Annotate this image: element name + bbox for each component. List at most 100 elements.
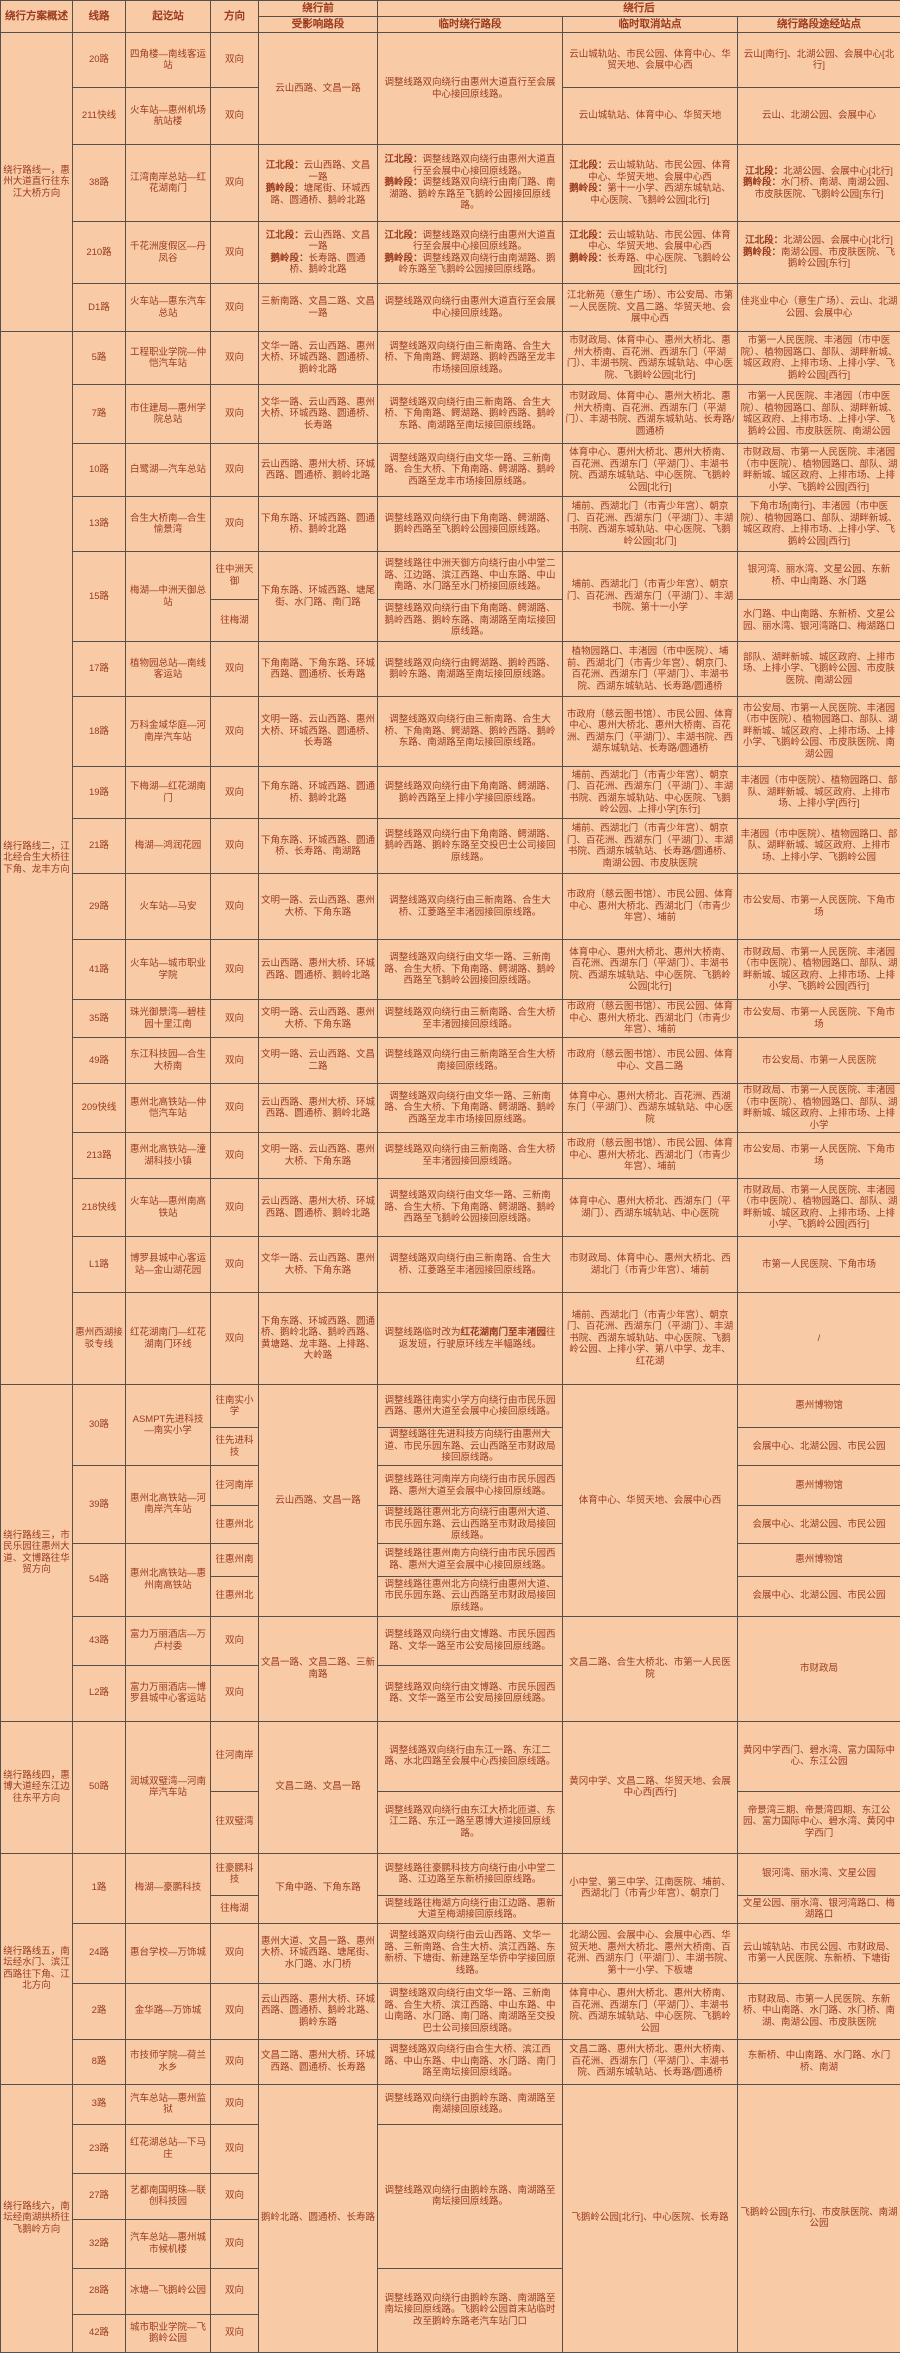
cancelled-stops: 体育中心、惠州大桥北、惠州大桥南、百花洲、西湖东门（平湖门）、丰湖书院、西湖东城…: [563, 940, 738, 1000]
direction: 往惠州南: [211, 1543, 259, 1576]
affected-roads: 下角东路、环城西路、塘尾街、水门路、南门路: [259, 552, 378, 642]
direction: 往梅湖: [211, 1895, 259, 1923]
group-label: 绕行路线五，南坛经水门、滨江西路往下角、江北方向: [1, 1853, 73, 2084]
detour-route: 调整线路往先进科技方向绕行由惠州大道、市民乐园东路、云山西路至市财政局接回原线路…: [378, 1428, 563, 1466]
route-terminals: 市住建局—惠州学院总站: [126, 385, 211, 444]
cancelled-stops: 市财政局、体育中心、惠州大桥北、惠州大桥南、百花洲、西湖东门（平湖门）、丰湖书院…: [563, 385, 738, 444]
route-number: 13路: [73, 497, 126, 552]
route-terminals: 梅湖—豪鹏科技: [126, 1853, 211, 1923]
route-terminals: 江湾南岸总站—红花湖南门: [126, 145, 211, 222]
route-number: 20路: [73, 33, 126, 88]
route-number: 2路: [73, 1983, 126, 2039]
header-before: 绕行前: [259, 1, 378, 17]
route-terminals: 火车站—惠州机场航站楼: [126, 88, 211, 145]
route-number: 210路: [73, 222, 126, 284]
route-number: 21路: [73, 819, 126, 874]
route-terminals: 红花湖总站—下马庄: [126, 2124, 211, 2173]
detour-route: 调整线路往惠州南方向绕行由市民乐园西路、惠州大道至会展中心接回原线路。: [378, 1543, 563, 1576]
detour-route: 调整线路双向绕行由三新南路、合生大桥至丰渚园接回原线路。: [378, 1133, 563, 1179]
via-stops: 云山、北湖公园、会展中心: [738, 88, 900, 145]
affected-roads: 云山西路、惠州大桥、环城西路、圆通桥、鹅岭北路: [259, 940, 378, 1000]
via-stops: 东新桥、中山南路、水门路、水门桥、南湖: [738, 2039, 900, 2084]
direction: 双向: [211, 88, 259, 145]
affected-roads: 文明一路、云山西路、文昌二路: [259, 1038, 378, 1084]
direction: 双向: [211, 385, 259, 444]
table-row: 18路万科金域华庭—河南岸汽车站双向文明一路、云山西路、惠州大桥、环城西路、圆通…: [1, 697, 900, 767]
cancelled-stops: 文昌二路、惠州大桥北、惠州大桥南、百花洲、西湖东门（平湖门）、丰湖书院、西湖东城…: [563, 2039, 738, 2084]
direction: 往双璧湾: [211, 1791, 259, 1853]
group-label: 绕行路线六，南坛经南湖拱桥往飞鹅岭方向: [1, 2084, 73, 2352]
detour-route: 调整线路双向绕行由文华一路、三新南路、合生大桥、下角南路、鳄湖路、鹅岭西路至飞鹅…: [378, 1179, 563, 1237]
table-row: 7路市住建局—惠州学院总站双向文华一路、云山西路、惠州大桥、环城西路、圆通桥、长…: [1, 385, 900, 444]
affected-roads: 文明一路、云山西路、惠州大桥、下角东路: [259, 874, 378, 940]
route-number: 27路: [73, 2173, 126, 2219]
group-label: 绕行路线二，江北经合生大桥往下角、龙丰方向: [1, 332, 73, 1385]
via-stops: 市财政局: [738, 1616, 900, 1721]
table-row: L1路博罗县城中心客运站—金山湖花园双向文华一路、云山西路、惠州大桥、下角东路调…: [1, 1237, 900, 1293]
detour-route: 调整线路双向绕行由东江一路、东江二路、水北四路至会展中心西接回原线路。: [378, 1721, 563, 1791]
table-row: 15路梅湖—中洲天御总站往中洲天御下角东路、环城西路、塘尾街、水门路、南门路调整…: [1, 552, 900, 600]
cancelled-stops: 江北新苑（意生广场）、市公安局、市第一人民医院、文昌二路、华贸天地、会展中心西: [563, 284, 738, 332]
route-number: L1路: [73, 1237, 126, 1293]
table-row: 10路白鹭湖—汽车总站双向云山西路、惠州大桥、环城西路、圆通桥、鹅岭北路调整线路…: [1, 444, 900, 497]
direction: 双向: [211, 1133, 259, 1179]
route-number: 23路: [73, 2124, 126, 2173]
via-stops: 惠州博物馆: [738, 1466, 900, 1506]
detour-route: 调整线路往惠州北方向绕行由惠州大道、市民乐园东路、云山西路至市财政局接回原线路。: [378, 1576, 563, 1616]
via-stops: 市公安局、市第一人民医院、下角市场: [738, 1133, 900, 1179]
table-row: 209快线惠州北高铁站—仲恺汽车站双向云山西路、惠州大桥、环城西路、圆通桥、鹅岭…: [1, 1084, 900, 1133]
via-stops: 部队、湖畔新城、城区政府、上排市场、上排小学、飞鹅岭公园、市皮肤医院、南湖公园: [738, 642, 900, 697]
route-number: 43路: [73, 1616, 126, 1665]
route-terminals: 千花洲度假区—丹凤谷: [126, 222, 211, 284]
route-terminals: 汽车总站—惠州监狱: [126, 2084, 211, 2124]
via-stops: 惠州博物馆: [738, 1543, 900, 1576]
detour-route: 江北段：调整线路双向绕行由惠州大道直行至会展中心接回原线路。鹅岭段：调整线路双向…: [378, 222, 563, 284]
detour-route: 调整线路双向绕行由下角南路、鳄湖路、鹅岭西路至上排小学接回原线路。: [378, 767, 563, 819]
via-stops: 市财政局、市第一人民医院、丰渚园（市中医院）、植物园路口、部队、湖畔新城、城区政…: [738, 940, 900, 1000]
table-row: 13路合生大桥南—合生愉景湾双向下角东路、环城西路、圆通桥、鹅岭北路调整线路双向…: [1, 497, 900, 552]
detour-route: 江北段：调整线路双向绕行由惠州大道直行至会展中心接回原线路。鹅岭段：调整线路双向…: [378, 145, 563, 222]
cancelled-stops: 市财政局、体育中心、惠州大桥北、惠州大桥南、百花洲、西湖东门（平湖门）、丰湖书院…: [563, 332, 738, 385]
route-terminals: 惠台学校—万饰城: [126, 1923, 211, 1983]
detour-route: 调整线路双向绕行由三新南路、合生大桥、江菱路至丰渚园接回原线路。: [378, 874, 563, 940]
route-number: 213路: [73, 1133, 126, 1179]
via-stops: 下角市场[南行]、丰渚园（市中医院）、植物园路口、部队、湖畔新城、城区政府、上排…: [738, 497, 900, 552]
cancelled-stops: 江北段：云山城轨站、市民公园、体育中心、华贸天地、会展中心西鹅岭段：第十一小学、…: [563, 145, 738, 222]
table-row: 210路千花洲度假区—丹凤谷双向江北段：云山西路、文昌一路鹅岭段：长寿路、圆通桥…: [1, 222, 900, 284]
direction: 双向: [211, 1923, 259, 1983]
via-stops: 银河湾、丽水湾、文星公园、东新桥、中山南路、水门路: [738, 552, 900, 600]
route-number: 32路: [73, 2219, 126, 2268]
cancelled-stops: 云山城轨站、市民公园、体育中心、华贸天地、会展中心西: [563, 33, 738, 88]
detour-route: 调整线路往中洲天御方向绕行由小中堂二路、江边路、滨江西路、中山东路、中山南路、水…: [378, 552, 563, 600]
route-terminals: 富力万丽酒店—博罗县城中心客运站: [126, 1665, 211, 1721]
cancelled-stops: 体育中心、惠州大桥北、惠州大桥南、百花洲、西湖东门（平湖门）、丰湖书院、西湖东城…: [563, 1983, 738, 2039]
detour-route: 调整线路往梅湖方向绕行由江边路、惠新大道至梅湖接回原线路。: [378, 1895, 563, 1923]
via-stops: 云山城轨站、市民公园、市财政局、市第一人民医院、东新桥、下塘街: [738, 1923, 900, 1983]
via-stops: 水门路、中山南路、东新桥、文星公园、丽水湾、银河湾路口、梅湖路口: [738, 600, 900, 642]
table-row: 19路下梅湖—红花湖南门双向下角东路、环城西路、圆通桥、鹅岭北路调整线路双向绕行…: [1, 767, 900, 819]
detour-route: 调整线路双向绕行由文华一路、三新南路、合生大桥、下角南路、鳄湖路、鹅岭西路至龙丰…: [378, 1084, 563, 1133]
direction: 双向: [211, 222, 259, 284]
route-number: 18路: [73, 697, 126, 767]
table-row: D1路火车站—惠东汽车总站双向三新南路、文昌二路、文昌一路调整线路双向绕行由惠州…: [1, 284, 900, 332]
header-via: 绕行路段途经站点: [738, 17, 900, 33]
direction: 双向: [211, 2268, 259, 2314]
direction: 双向: [211, 1000, 259, 1038]
route-terminals: 惠州北高铁站—河南岸汽车站: [126, 1466, 211, 1544]
route-terminals: 东江科技园—合生大桥南: [126, 1038, 211, 1084]
direction: 双向: [211, 1179, 259, 1237]
header-line: 线路: [73, 1, 126, 33]
cancelled-stops: 市政府（慈云图书馆）、市民公园、体育中心、文昌二路: [563, 1038, 738, 1084]
via-stops: 银河湾、丽水湾、文星公园: [738, 1853, 900, 1895]
cancelled-stops: 小中堂、第三中学、江南医院、埔前、西湖北门（市青少年宫）、朝京门: [563, 1853, 738, 1923]
affected-roads: 云山西路、文昌一路: [259, 33, 378, 145]
via-stops: 江北段：北湖公园、会展中心[北行]鹅岭段：水门桥、南湖、南湖公园、市皮肤医院、飞…: [738, 145, 900, 222]
direction: 双向: [211, 1237, 259, 1293]
cancelled-stops: 文昌二路、合生大桥北、市第一人民医院: [563, 1616, 738, 1721]
direction: 双向: [211, 1616, 259, 1665]
route-terminals: 火车站—惠东汽车总站: [126, 284, 211, 332]
route-terminals: 梅湖—中洲天御总站: [126, 552, 211, 642]
detour-route: 调整线路往惠州北方向绕行由惠州大道、市民乐园东路、云山西路至市财政局接回原线路。: [378, 1506, 563, 1544]
